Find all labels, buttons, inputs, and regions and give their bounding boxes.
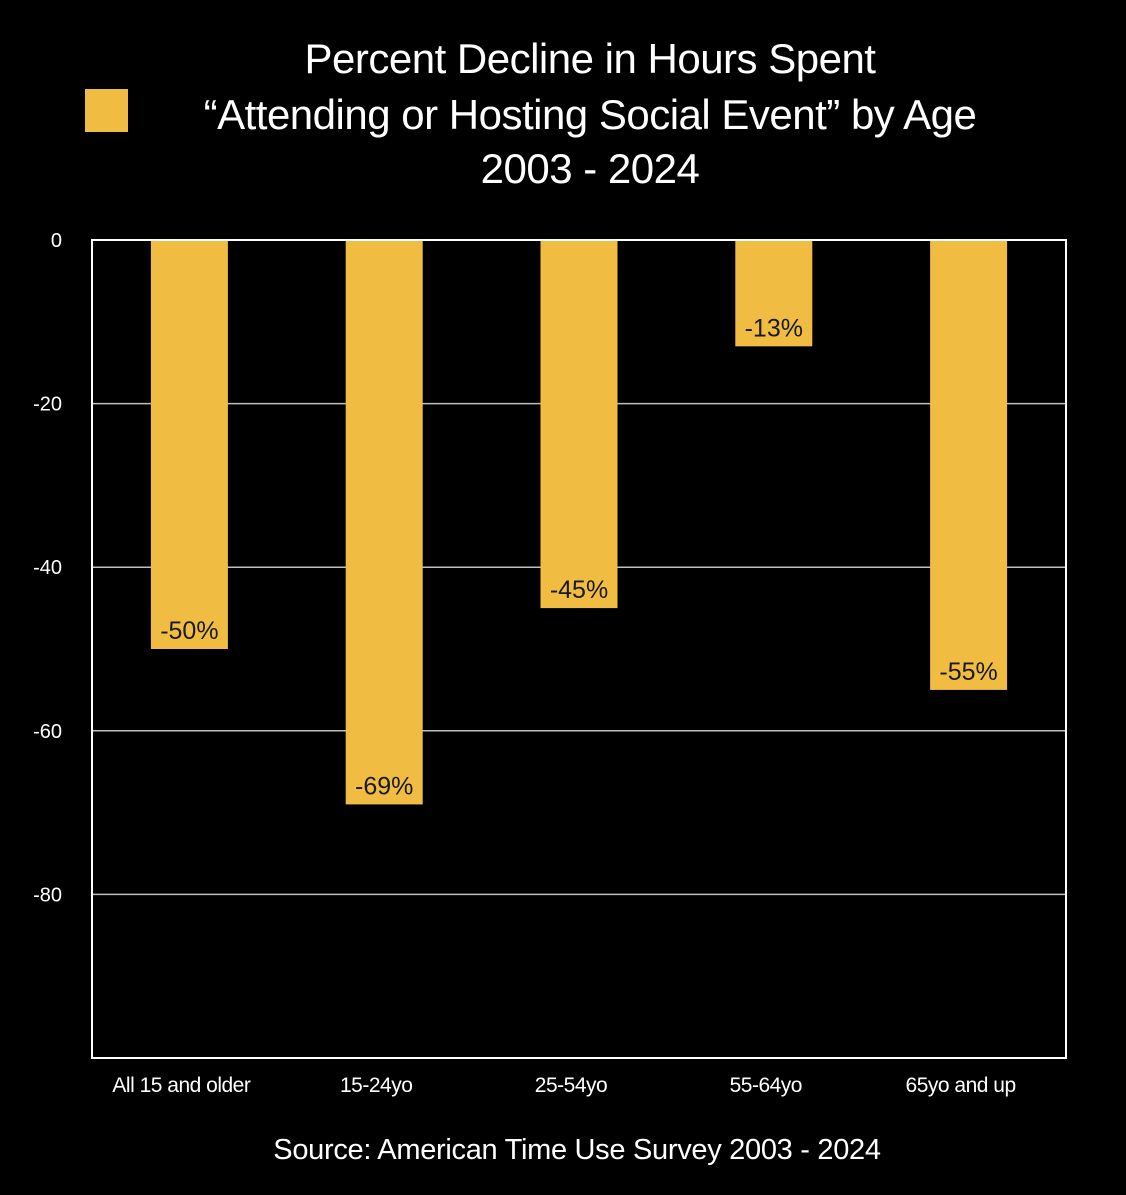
data-label: -55% [939, 658, 997, 686]
x-tick-label: 25-54yo [535, 1074, 607, 1097]
bar-55-64yo [735, 240, 813, 347]
y-tick-label: -80 [33, 884, 62, 906]
x-tick-label: 65yo and up [906, 1074, 1016, 1097]
data-label: -69% [355, 772, 413, 800]
bar-25-54yo [540, 240, 618, 609]
y-tick-label: -40 [33, 557, 62, 579]
x-tick-label: 15-24yo [340, 1074, 412, 1097]
chart-title-line-1: Percent Decline in Hours Spent [305, 35, 877, 82]
y-tick-label: -60 [33, 721, 62, 743]
chart-title-line-3: 2003 - 2024 [481, 145, 700, 192]
data-label: -45% [550, 576, 608, 604]
x-axis-categories: All 15 and older 15-24yo 25-54yo 55-64yo 65y… [112, 1074, 1016, 1097]
bar-all-15-and-older [150, 240, 228, 649]
plot-frame [91, 239, 1067, 1059]
chart-title-line-2: “Attending or Hosting Social Event” by A… [204, 91, 977, 138]
bar-15-24yo [345, 240, 423, 805]
x-tick-label: All 15 and older [112, 1074, 250, 1097]
x-tick-label: 55-64yo [730, 1074, 802, 1097]
bar-65yo-and-up [930, 240, 1008, 690]
y-tick-label: -20 [33, 394, 62, 416]
legend-swatch [85, 89, 128, 132]
y-axis-ticks: 0 -20 -40 -60 -80 [33, 230, 62, 906]
y-tick-label: 0 [51, 230, 62, 252]
data-label: -50% [160, 617, 218, 645]
source-note: Source: American Time Use Survey 2003 - … [273, 1134, 881, 1166]
plot-border [91, 239, 1067, 1059]
bars: -50% -69% -45% -13% -55% [150, 240, 1008, 805]
data-label: -13% [745, 314, 803, 342]
